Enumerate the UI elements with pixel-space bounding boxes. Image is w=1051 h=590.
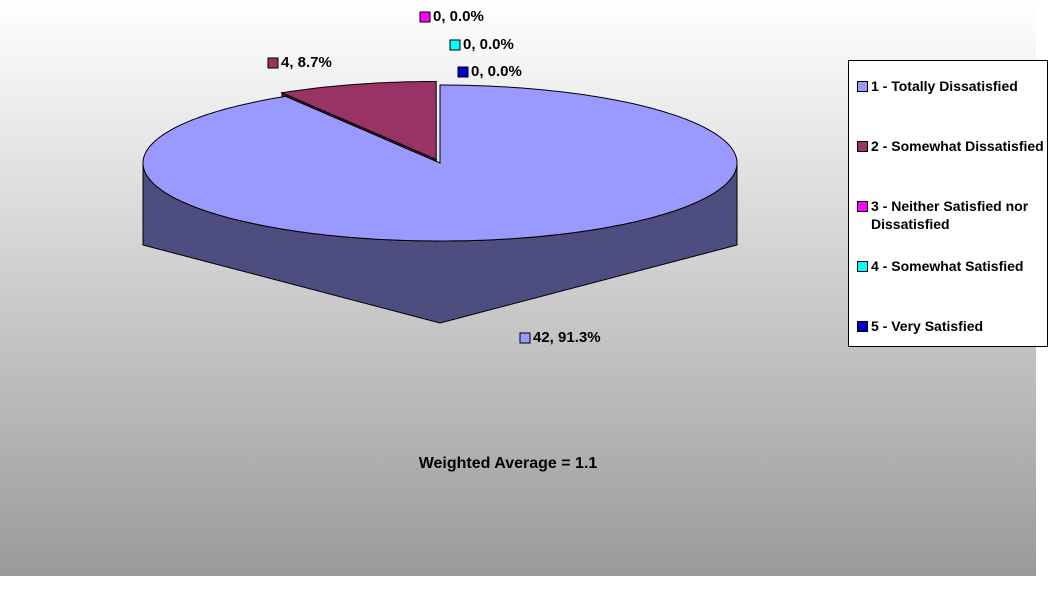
legend-label: 4 - Somewhat Satisfied bbox=[871, 258, 1024, 274]
legend: 1 - Totally Dissatisfied 2 - Somewhat Dis… bbox=[848, 60, 1048, 347]
annotation: Weighted Average = 1.1 bbox=[419, 455, 598, 472]
data-label: 0, 0.0% bbox=[433, 8, 484, 25]
slice bbox=[142, 84, 738, 242]
legend-label: 3 - Neither Satisfied nor Dissatisfied bbox=[871, 198, 1029, 232]
legend-swatch bbox=[857, 201, 868, 212]
data-label: 0, 0.0% bbox=[463, 36, 514, 53]
pie bbox=[142, 81, 738, 324]
legend-label: 1 - Totally Dissatisfied bbox=[871, 78, 1018, 94]
legend-swatch bbox=[857, 321, 868, 332]
legend-item: 4 - Somewhat Satisfied bbox=[857, 257, 1047, 275]
legend-item: 3 - Neither Satisfied nor Dissatisfied bbox=[857, 197, 1047, 233]
legend-item: 1 - Totally Dissatisfied bbox=[857, 77, 1047, 95]
legend-label: 5 - Very Satisfied bbox=[871, 318, 984, 334]
data-label: 42, 91.3% bbox=[533, 329, 601, 346]
label-swatch bbox=[419, 11, 431, 23]
legend-swatch bbox=[857, 261, 868, 272]
legend-swatch bbox=[857, 141, 868, 152]
label-swatch bbox=[457, 66, 469, 78]
legend-label: 2 - Somewhat Dissatisfied bbox=[871, 138, 1044, 154]
legend-swatch bbox=[857, 81, 868, 92]
label-swatch bbox=[267, 57, 279, 69]
label-swatch bbox=[449, 39, 461, 51]
legend-item: 5 - Very Satisfied bbox=[857, 317, 1047, 335]
legend-item: 2 - Somewhat Dissatisfied bbox=[857, 137, 1047, 155]
label-swatch bbox=[519, 332, 531, 344]
data-label: 4, 8.7% bbox=[281, 54, 332, 71]
data-label: 0, 0.0% bbox=[471, 63, 522, 80]
slice bbox=[280, 81, 437, 161]
data-labels: 42, 91.3% 4, 8.7% 0, 0.0% 0, 0.0% 0, 0.0% bbox=[267, 8, 601, 346]
